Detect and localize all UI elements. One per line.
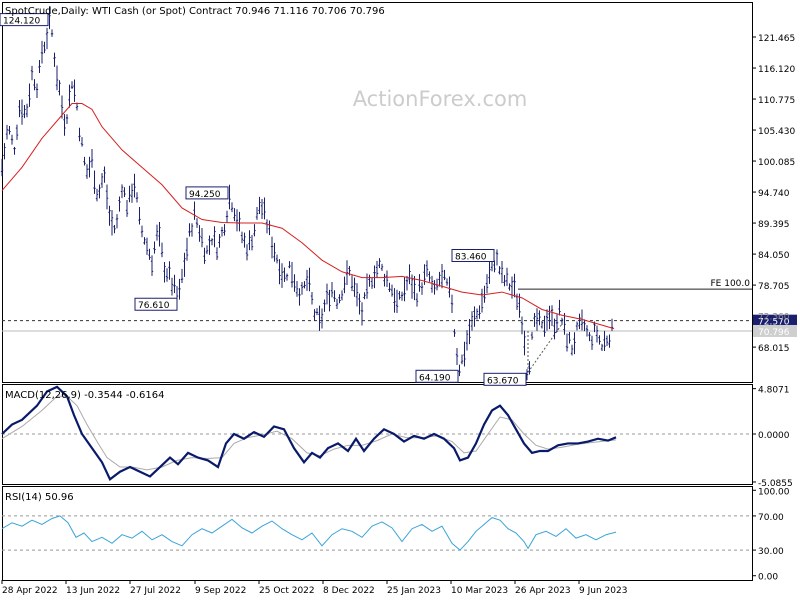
x-tick-label: 13 Jun 2022 (66, 586, 120, 596)
rsi-y-tick-label: 0.00 (758, 573, 778, 583)
price-y-tick-label: 116.120 (758, 65, 795, 75)
macd-panel: 4.8071 0.0000 -5.0855 (1, 385, 793, 489)
annotation-box (451, 248, 495, 262)
price-panel: 121.465 116.120 110.775 105.430 100.085 94.74… (0, 6, 797, 386)
annotation-label: 76.610 (138, 301, 170, 311)
hidden-tick-label: 72.360 (758, 312, 790, 322)
price-y-tick-label: 89.395 (758, 220, 790, 230)
macd-y-tick-label: 4.8071 (758, 386, 790, 396)
macd-title: MACD(12,26,9) -0.3544 -0.6164 (5, 390, 165, 401)
annotation-box (0, 13, 49, 27)
x-tick-label: 10 Mar 2023 (451, 586, 508, 596)
x-tick-label: 28 Apr 2022 (2, 586, 58, 596)
x-tick-label: 9 Jun 2023 (579, 586, 627, 596)
rsi-line (1, 515, 617, 551)
annotation-label: 83.460 (455, 252, 487, 262)
price-title: SpotCrude,Daily: WTI Cash (or Spot) Cont… (5, 6, 385, 17)
annotation-label: 63.670 (487, 376, 519, 386)
rsi-panel: 100.00 70.00 30.00 0.00 (1, 487, 790, 583)
annotation-label: 64.190 (419, 373, 451, 383)
current-price-label: 72.570 (758, 318, 790, 328)
close-price-label: 70.796 (758, 328, 790, 338)
price-y-tick-label: 100.085 (758, 158, 795, 168)
x-tick-label: 27 Jul 2022 (130, 586, 181, 596)
macd-y-tick-label: 0.0000 (758, 431, 790, 441)
price-y-tick-label: 94.740 (758, 189, 790, 199)
rsi-title: RSI(14) 50.96 (5, 492, 74, 503)
price-y-tick-label: 110.775 (758, 96, 795, 106)
macd-line (1, 385, 617, 481)
rsi-y-tick-label: 100.00 (758, 487, 790, 497)
watermark: ActionForex.com (353, 87, 528, 111)
macd-signal-line (1, 395, 617, 471)
rsi-frame (2, 486, 753, 581)
fe-label: FE 100.0 (711, 279, 751, 289)
annotation-box (185, 186, 229, 200)
price-y-tick-label: 78.705 (758, 282, 790, 292)
x-axis: 28 Apr 2022 13 Jun 2022 27 Jul 2022 9 Sep 2… (1, 580, 627, 596)
x-tick-label: 25 Oct 2022 (259, 586, 315, 596)
price-y-tick-label: 121.465 (758, 34, 795, 44)
x-tick-label: 25 Jan 2023 (387, 586, 441, 596)
close-price-label-bg (753, 324, 797, 337)
annotation-box (483, 372, 527, 386)
moving-average-line (1, 103, 615, 330)
x-tick-label: 9 Sep 2022 (195, 586, 246, 596)
price-y-tick-label: 105.430 (758, 127, 795, 137)
price-frame (2, 2, 753, 383)
price-y-tick-label: 84.050 (758, 251, 790, 261)
rsi-y-tick-label: 70.00 (758, 513, 784, 523)
rsi-y-tick-label: 30.00 (758, 547, 784, 557)
annotation-label: 94.250 (189, 190, 221, 200)
annotation-box (134, 297, 178, 311)
macd-y-tick-label: -5.0855 (758, 479, 793, 489)
x-tick-label: 8 Dec 2022 (323, 586, 375, 596)
annotation-label: 124.120 (3, 17, 40, 27)
annotation-box (415, 369, 459, 383)
price-y-tick-label: 68.015 (758, 344, 790, 354)
current-price-label-bg (753, 314, 797, 327)
x-tick-label: 26 Apr 2023 (515, 586, 571, 596)
fe-projection-line (527, 323, 563, 373)
